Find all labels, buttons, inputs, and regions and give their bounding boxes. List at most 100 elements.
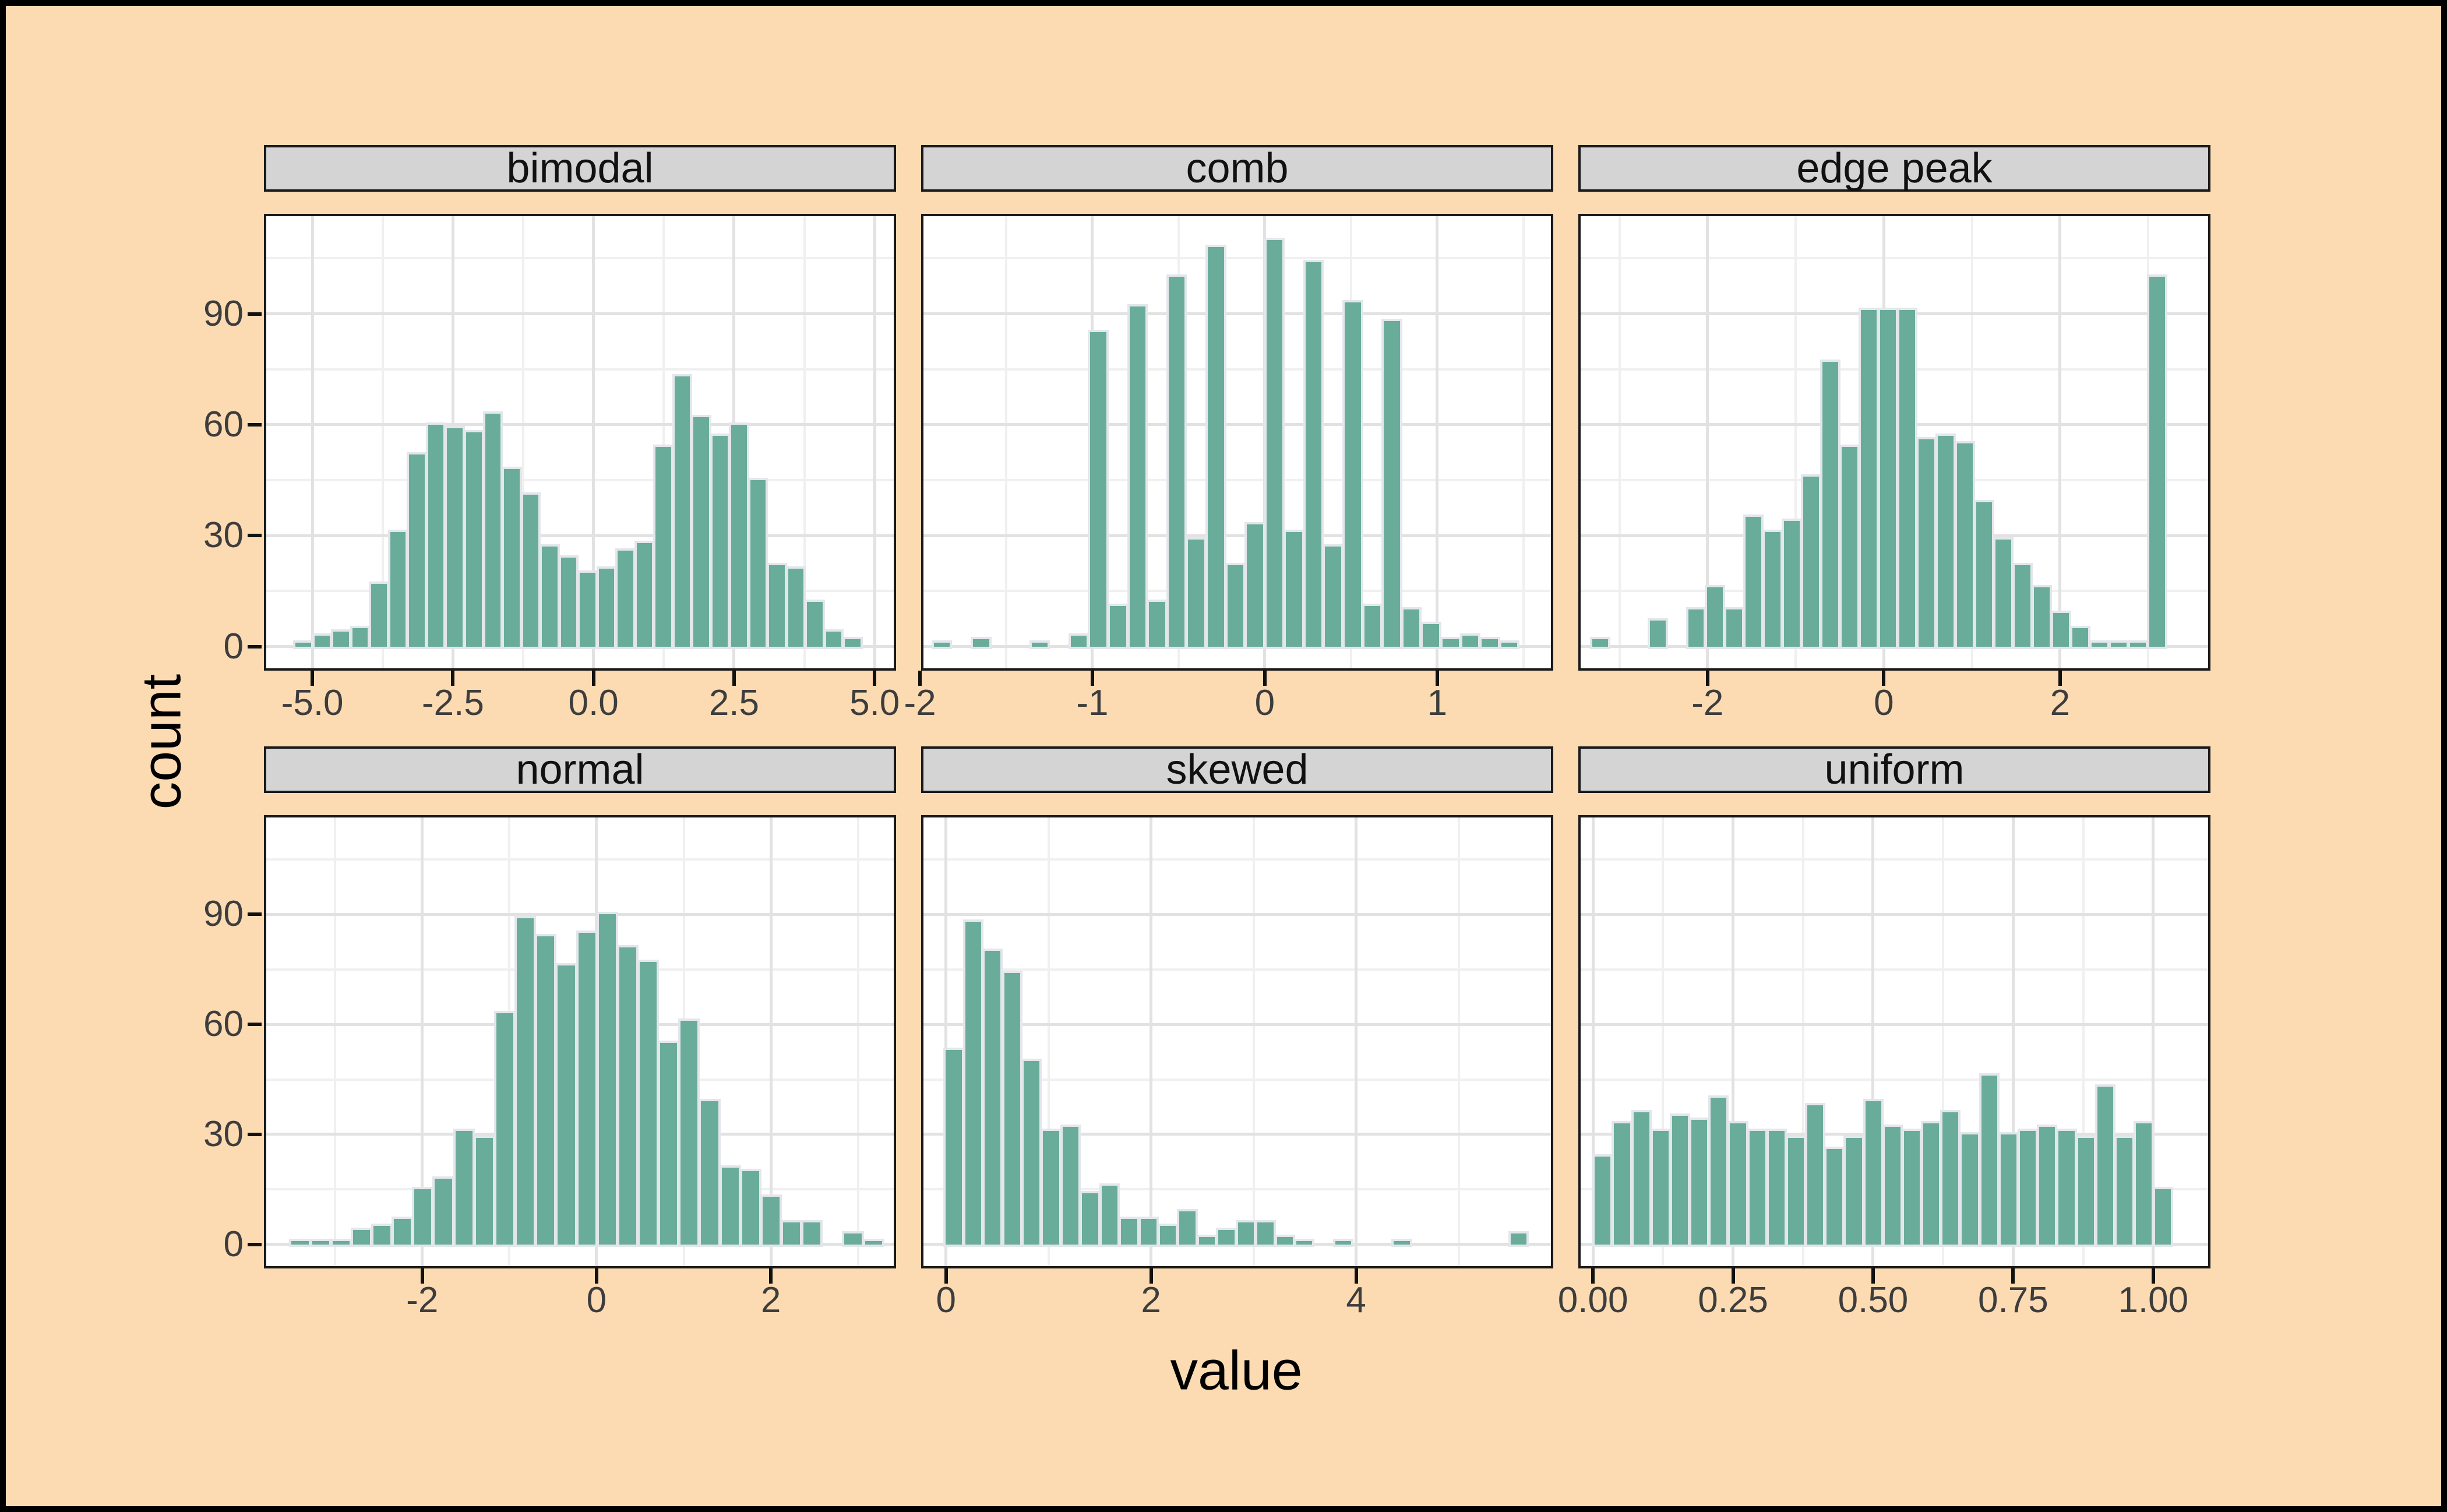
histogram-bar — [962, 919, 984, 1247]
x-tick-mark — [420, 1268, 424, 1284]
histogram-bar — [596, 566, 617, 649]
facet-strip-label: comb — [1186, 145, 1289, 192]
histogram-bar — [1080, 1190, 1101, 1247]
x-tick-label: -2 — [904, 683, 936, 723]
gridline-major — [923, 1133, 1551, 1136]
y-tick-label: 30 — [203, 515, 244, 556]
histogram-bar — [615, 548, 636, 649]
y-tick-mark — [248, 1023, 262, 1027]
histogram-bar — [1650, 1128, 1671, 1247]
histogram-bar — [634, 540, 655, 649]
gridline-minor — [266, 257, 894, 260]
histogram-bar — [445, 426, 465, 649]
x-tick-mark — [2011, 1268, 2015, 1284]
y-tick-mark — [248, 1242, 262, 1246]
histogram-bar — [1225, 562, 1246, 649]
x-tick-label: 0 — [936, 1280, 956, 1320]
histogram-bar — [842, 636, 863, 649]
facet-panel-normal — [264, 815, 896, 1268]
gridline-minor — [1581, 858, 2208, 861]
y-tick-mark — [248, 644, 262, 648]
histogram-bar — [1099, 1183, 1120, 1247]
x-tick-mark — [1435, 671, 1439, 686]
histogram-bar — [1002, 970, 1022, 1247]
histogram-bar — [1274, 1235, 1296, 1247]
gridline-major — [2152, 817, 2155, 1266]
gridline-minor — [923, 1188, 1551, 1191]
x-tick-label: 0 — [1874, 683, 1894, 723]
histogram-bar — [1264, 237, 1285, 649]
histogram-bar — [331, 629, 351, 649]
histogram-bar — [493, 1011, 516, 1247]
histogram-bar — [1119, 1216, 1140, 1247]
histogram-bar — [1459, 633, 1481, 649]
histogram-bar — [1724, 607, 1745, 649]
histogram-bar — [1362, 603, 1383, 649]
histogram-bar — [658, 1040, 680, 1247]
histogram-bar — [1993, 537, 2014, 649]
histogram-bar — [1782, 518, 1803, 649]
histogram-bar — [1897, 308, 1918, 649]
x-tick-label: 1.00 — [2118, 1280, 2189, 1320]
x-tick-label: 2 — [1141, 1280, 1161, 1320]
y-tick-label: 90 — [203, 293, 244, 334]
histogram-bar — [842, 1231, 864, 1247]
histogram-bar — [1882, 1125, 1903, 1247]
histogram-bar — [2051, 611, 2072, 649]
x-tick-label: -2 — [1691, 683, 1724, 723]
x-tick-label: 0.75 — [1978, 1280, 2048, 1320]
histogram-bar — [691, 415, 711, 649]
x-tick-label: 0.0 — [568, 683, 619, 723]
histogram-bar — [637, 960, 660, 1247]
x-tick-label: 2 — [2050, 683, 2071, 723]
gridline-minor — [522, 216, 525, 668]
histogram-bar — [1303, 259, 1324, 649]
histogram-bar — [387, 529, 408, 649]
x-tick-mark — [1882, 671, 1886, 686]
histogram-bar — [1824, 1147, 1845, 1247]
histogram-bar — [931, 640, 953, 649]
gridline-minor — [662, 216, 665, 668]
histogram-bar — [350, 1227, 372, 1247]
histogram-bar — [1955, 440, 1976, 649]
x-tick-label: 1 — [1427, 683, 1447, 723]
gridline-major — [266, 312, 894, 315]
x-tick-mark — [311, 671, 315, 686]
x-tick-mark — [2058, 671, 2062, 686]
histogram-bar — [1979, 1073, 2000, 1247]
histogram-bar — [2037, 1125, 2058, 1247]
y-tick-mark — [248, 534, 262, 538]
histogram-bar — [1940, 1110, 1961, 1247]
histogram-bar — [309, 1238, 332, 1247]
gridline-minor — [803, 216, 806, 668]
histogram-bar — [616, 944, 639, 1247]
gridline-minor — [1581, 1078, 2208, 1081]
histogram-bar — [739, 1168, 761, 1247]
histogram-bar — [2134, 1121, 2155, 1247]
histogram-bar — [760, 1194, 782, 1247]
gridline-major — [1591, 817, 1595, 1266]
gridline-major — [1581, 912, 2208, 916]
y-tick-mark — [248, 1132, 262, 1136]
histogram-bar — [1689, 1117, 1710, 1247]
histogram-bar — [540, 544, 560, 649]
histogram-bar — [1021, 1059, 1042, 1247]
histogram-bar — [453, 1128, 475, 1247]
histogram-bar — [1612, 1121, 1632, 1247]
facet-strip-skewed: skewed — [921, 746, 1553, 793]
gridline-minor — [381, 216, 384, 668]
histogram-bar — [482, 411, 503, 649]
gridline-minor — [334, 817, 337, 1266]
histogram-bar — [1088, 330, 1109, 649]
histogram-bar — [1186, 537, 1207, 649]
histogram-bar — [781, 1220, 803, 1247]
histogram-bar — [369, 581, 389, 649]
histogram-bar — [1805, 1102, 1826, 1247]
histogram-bar — [1332, 1238, 1354, 1247]
histogram-bar — [1801, 474, 1822, 649]
gridline-minor — [1522, 216, 1525, 668]
histogram-bar — [1479, 636, 1500, 649]
histogram-bar — [1157, 1224, 1179, 1247]
y-tick-label: 60 — [203, 1004, 244, 1045]
x-tick-mark — [594, 1268, 598, 1284]
